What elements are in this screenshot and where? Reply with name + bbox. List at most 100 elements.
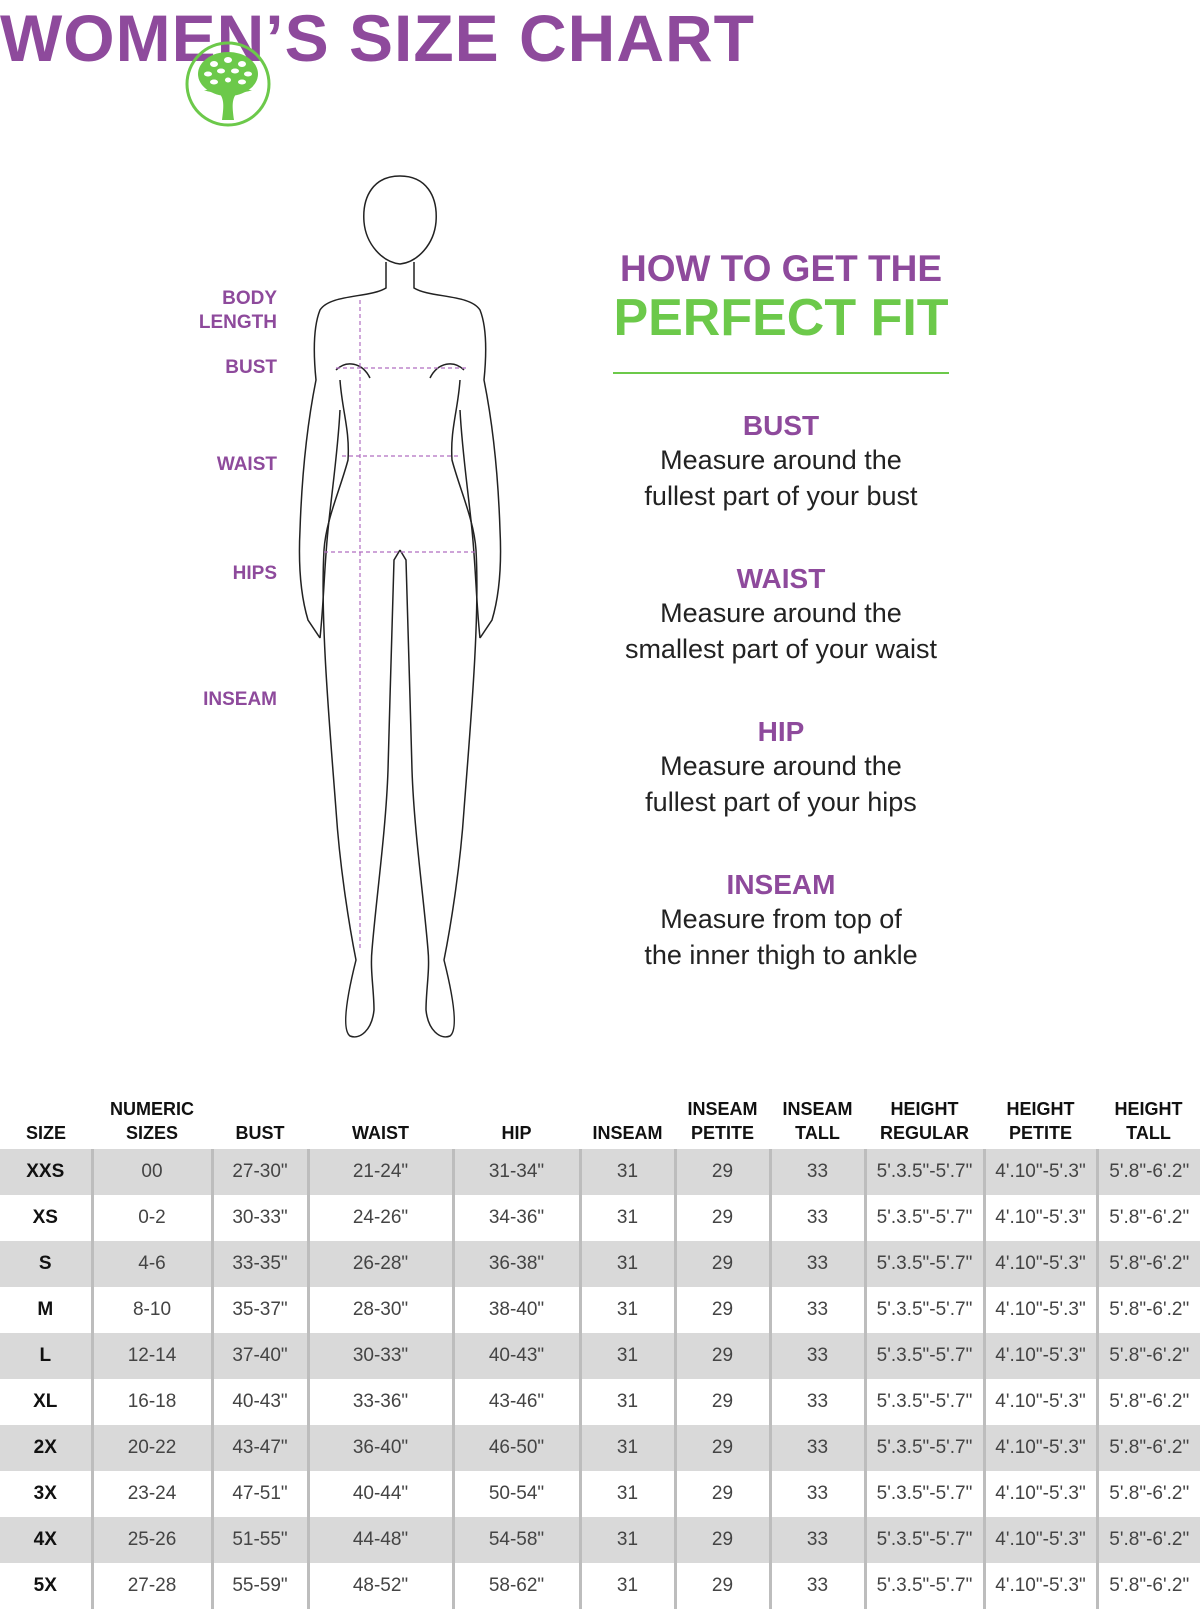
section-text: Measure around the: [660, 598, 902, 628]
table-row: XS 0-2 30-33" 24-26" 34-36" 31 29 33 5'.3.5"-5'.…: [0, 1195, 1200, 1241]
table-cell: 33: [768, 1333, 865, 1379]
table-cell: 29: [673, 1195, 770, 1241]
table-cell: 5'.8"-6'.2": [1095, 1563, 1200, 1609]
column-header: HEIGHT REGULAR: [865, 1088, 984, 1149]
column-header-text: REGULAR: [880, 1123, 969, 1143]
guide-heading-accent: PERFECT FIT: [613, 289, 949, 347]
section-text: Measure around the: [660, 751, 902, 781]
column-header-text: WAIST: [352, 1123, 409, 1143]
section-title: INSEAM: [726, 869, 836, 900]
column-header: BUST: [212, 1088, 308, 1149]
section-text: Measure around the: [660, 445, 902, 475]
table-cell: 58-62": [451, 1563, 580, 1609]
table-cell: 33: [768, 1241, 865, 1287]
column-header: INSEAM PETITE: [675, 1088, 770, 1149]
table-cell: 4'.10"-5'.3": [982, 1287, 1097, 1333]
column-header-text: INSEAM: [782, 1099, 853, 1119]
table-cell: 4'.10"-5'.3": [982, 1241, 1097, 1287]
body-length-text: BODY LENGTH: [198, 288, 277, 333]
table-cell: 5'.8"-6'.2": [1095, 1471, 1200, 1517]
table-cell: 8-10: [90, 1287, 212, 1333]
table-row: 4X 25-26 51-55" 44-48" 54-58" 31 29 33 5'.3.5"-5…: [0, 1517, 1200, 1563]
table-cell: 30-33": [210, 1195, 308, 1241]
divider: [613, 372, 949, 374]
table-cell: 55-59": [210, 1563, 308, 1609]
table-row: 3X 23-24 47-51" 40-44" 50-54" 31 29 33 5'.3.5"-5…: [0, 1471, 1200, 1517]
table-cell: 5X: [33, 1575, 57, 1596]
table-header-row: SIZE NUMERIC SIZES BUST WAIST HIP INSEAM INSEAM…: [0, 1088, 1200, 1149]
table-cell: 26-28": [306, 1241, 453, 1287]
table-cell: 0-2: [90, 1195, 212, 1241]
table-cell: 33: [768, 1563, 865, 1609]
label-bust: BUST: [225, 357, 277, 378]
table-cell: 29: [673, 1333, 770, 1379]
table-cell: 50-54": [451, 1471, 580, 1517]
table-row: M 8-10 35-37" 28-30" 38-40" 31 29 33 5'.3.5"-5'.…: [0, 1287, 1200, 1333]
table-cell: 4'.10"-5'.3": [982, 1471, 1097, 1517]
table-cell: 5'.8"-6'.2": [1095, 1195, 1200, 1241]
table-cell: 27-30": [210, 1149, 308, 1195]
column-header-text: HEIGHT: [1006, 1099, 1075, 1119]
table-cell: 35-37": [210, 1287, 308, 1333]
body-figure-illustration: [298, 175, 502, 1038]
column-header-text: HEIGHT: [1114, 1099, 1183, 1119]
table-cell: 47-51": [210, 1471, 308, 1517]
table-cell: 4'.10"-5'.3": [982, 1517, 1097, 1563]
table-cell: 34-36": [451, 1195, 580, 1241]
size-table: SIZE NUMERIC SIZES BUST WAIST HIP INSEAM INSEAM…: [0, 1088, 1200, 1609]
table-row: L 12-14 37-40" 30-33" 40-43" 31 29 33 5'.3.5"-5'…: [0, 1333, 1200, 1379]
table-cell: 33: [768, 1425, 865, 1471]
table-cell: 31-34": [451, 1149, 580, 1195]
column-header-text: HEIGHT: [890, 1099, 959, 1119]
table-cell: 5'.8"-6'.2": [1095, 1287, 1200, 1333]
guide-section-bust: BUST Measure around the fullest part of …: [581, 410, 981, 514]
table-cell: 25-26: [90, 1517, 212, 1563]
table-cell: 46-50": [451, 1425, 580, 1471]
table-cell: 36-40": [306, 1425, 453, 1471]
table-cell: 29: [673, 1563, 770, 1609]
table-cell: 5'.3.5"-5'.7": [863, 1287, 984, 1333]
table-cell: 29: [673, 1379, 770, 1425]
table-cell: 29: [673, 1471, 770, 1517]
table-cell: 5'.8"-6'.2": [1095, 1517, 1200, 1563]
table-cell: 31: [578, 1333, 675, 1379]
column-header: INSEAM: [580, 1088, 675, 1149]
table-cell: 4-6: [90, 1241, 212, 1287]
section-text: fullest part of your hips: [645, 787, 917, 817]
column-header-text: PETITE: [690, 1123, 754, 1143]
table-cell: 5'.8"-6'.2": [1095, 1241, 1200, 1287]
table-cell: 5'.8"-6'.2": [1095, 1149, 1200, 1195]
table-cell: 27-28: [90, 1563, 212, 1609]
column-header: NUMERIC SIZES: [92, 1088, 212, 1149]
column-header: HIP: [453, 1088, 580, 1149]
table-cell: 31: [578, 1563, 675, 1609]
label-hips: HIPS: [232, 563, 277, 584]
table-cell: 4'.10"-5'.3": [982, 1379, 1097, 1425]
table-cell: 51-55": [210, 1517, 308, 1563]
table-cell: 3X: [33, 1483, 57, 1504]
table-cell: M: [37, 1299, 54, 1320]
guide-section-inseam: INSEAM Measure from top of the inner thi…: [581, 869, 981, 973]
table-cell: 4'.10"-5'.3": [982, 1425, 1097, 1471]
table-cell: 4'.10"-5'.3": [982, 1195, 1097, 1241]
column-header: INSEAM TALL: [770, 1088, 865, 1149]
table-cell: 5'.3.5"-5'.7": [863, 1425, 984, 1471]
column-header-text: TALL: [795, 1123, 840, 1143]
table-cell: 29: [673, 1241, 770, 1287]
table-cell: 44-48": [306, 1517, 453, 1563]
table-cell: 31: [578, 1425, 675, 1471]
table-cell: 21-24": [306, 1149, 453, 1195]
table-cell: 33: [768, 1149, 865, 1195]
table-cell: 33: [768, 1471, 865, 1517]
table-cell: 33: [768, 1517, 865, 1563]
table-cell: 28-30": [306, 1287, 453, 1333]
table-row: S 4-6 33-35" 26-28" 36-38" 31 29 33 5'.3.5"-5'.7…: [0, 1241, 1200, 1287]
table-cell: 33-36": [306, 1379, 453, 1425]
table-cell: 29: [673, 1287, 770, 1333]
table-cell: 31: [578, 1471, 675, 1517]
column-header-text: HIP: [501, 1123, 532, 1143]
table-row: 5X 27-28 55-59" 48-52" 58-62" 31 29 33 5'.3.5"-5…: [0, 1563, 1200, 1609]
label-body-length: BODY LENGTH: [187, 287, 277, 335]
table-cell: 2X: [0, 1425, 92, 1471]
table-cell: 38-40": [451, 1287, 580, 1333]
